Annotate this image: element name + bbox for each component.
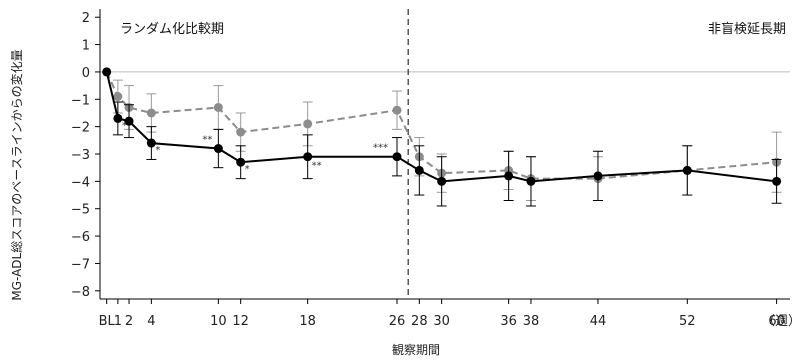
- y-tick-label: −4: [71, 175, 90, 190]
- data-point-solid: [113, 113, 123, 123]
- x-tick-label: BL: [99, 314, 116, 329]
- data-point-dashed: [213, 102, 223, 112]
- x-tick-label: 1: [114, 314, 122, 329]
- x-tick-label: 44: [590, 314, 607, 329]
- x-tick-label: 2: [125, 314, 133, 329]
- data-point-solid: [392, 152, 402, 162]
- x-tick-label: 4: [147, 314, 155, 329]
- data-point-solid: [526, 176, 536, 186]
- data-point-solid: [682, 165, 692, 175]
- x-tick-label: 18: [299, 314, 316, 329]
- data-point-dashed: [113, 92, 123, 102]
- significance-marker: *: [122, 120, 127, 131]
- y-tick-label: 2: [82, 11, 90, 26]
- x-tick-label: 52: [679, 314, 696, 329]
- series-solid: [102, 67, 782, 207]
- data-point-solid: [303, 152, 313, 162]
- data-point-solid: [213, 144, 223, 154]
- region-label-open-label: 非盲検延長期: [708, 21, 786, 37]
- x-tick-label: 28: [411, 314, 428, 329]
- y-tick-label: −1: [71, 93, 90, 108]
- y-tick-label: −7: [71, 257, 90, 272]
- x-tick-label: 36: [500, 314, 517, 329]
- y-tick-label: −3: [71, 148, 90, 163]
- data-point-solid: [437, 176, 447, 186]
- x-unit-label: （週）: [762, 314, 801, 329]
- data-point-dashed: [303, 119, 313, 129]
- data-point-dashed: [236, 127, 246, 137]
- data-point-solid: [593, 171, 603, 181]
- significance-marker: **: [202, 135, 212, 146]
- significance-marker: ***: [373, 143, 388, 154]
- y-tick-label: −5: [71, 203, 90, 218]
- data-point-solid: [102, 67, 112, 77]
- y-tick-label: −2: [71, 121, 90, 136]
- x-tick-label: 38: [523, 314, 540, 329]
- significance-marker: *: [245, 164, 250, 175]
- data-point-solid: [124, 116, 134, 126]
- label-layer: ランダム化比較期 非盲検延長期 観察期間 MG-ADL総スコアのベースラインから…: [9, 11, 801, 357]
- x-axis-title: 観察期間: [392, 343, 440, 357]
- data-point-dashed: [146, 108, 156, 118]
- significance-marker: *: [155, 145, 160, 156]
- data-point-solid: [146, 138, 156, 148]
- axes: [95, 9, 790, 304]
- series-layer: [102, 67, 782, 207]
- data-point-solid: [414, 165, 424, 175]
- y-axis-title: MG-ADL総スコアのベースラインからの変化量: [9, 49, 24, 300]
- x-tick-label: 60: [768, 314, 785, 329]
- x-tick-label: 26: [389, 314, 406, 329]
- x-tick-label: 12: [232, 314, 249, 329]
- y-tick-label: 1: [82, 39, 90, 54]
- region-label-randomized: ランダム化比較期: [120, 22, 224, 37]
- significance-marker: **: [312, 161, 322, 172]
- data-point-solid: [772, 176, 782, 186]
- x-tick-label: 10: [210, 314, 227, 329]
- data-point-solid: [504, 171, 514, 181]
- data-point-solid: [236, 157, 246, 167]
- y-tick-label: 0: [82, 66, 90, 81]
- y-tick-label: −8: [71, 285, 90, 300]
- data-point-dashed: [392, 105, 402, 115]
- y-tick-label: −6: [71, 230, 90, 245]
- x-tick-label: 30: [433, 314, 450, 329]
